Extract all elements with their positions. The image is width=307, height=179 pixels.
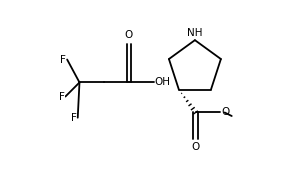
Text: O: O xyxy=(221,107,229,117)
Text: O: O xyxy=(125,30,133,40)
Text: F: F xyxy=(71,113,77,123)
Text: O: O xyxy=(192,142,200,152)
Text: F: F xyxy=(60,55,66,65)
Text: NH: NH xyxy=(187,28,203,38)
Text: OH: OH xyxy=(154,78,170,88)
Text: F: F xyxy=(59,91,64,101)
